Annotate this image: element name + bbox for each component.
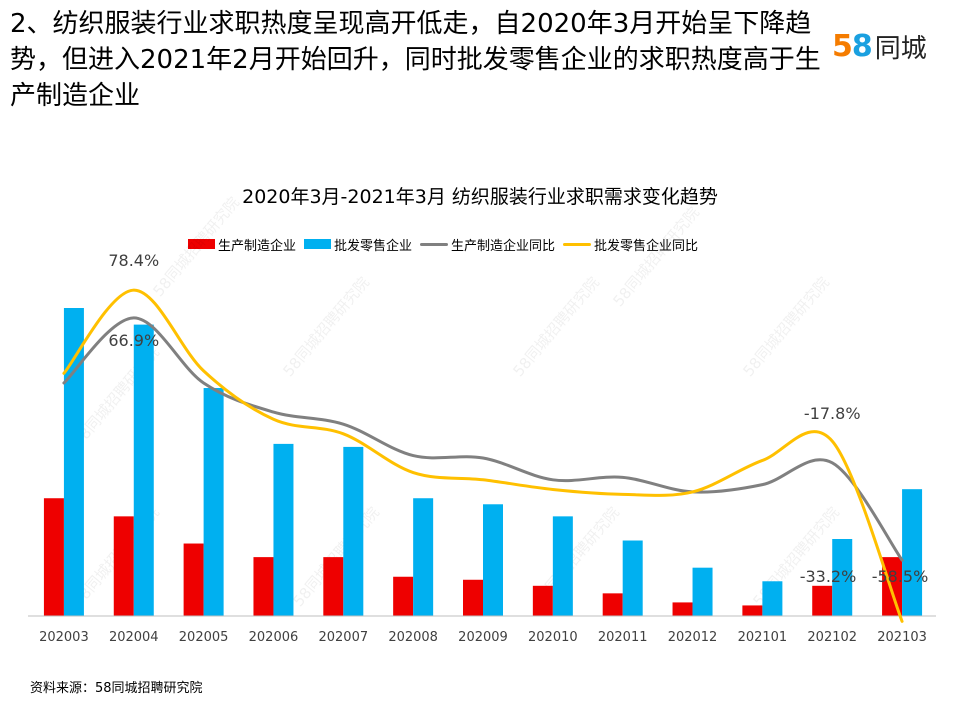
bar-manufacturing-202010	[532, 585, 553, 616]
legend-swatch-wholesale	[304, 239, 332, 249]
bar-manufacturing-202003	[43, 498, 64, 616]
data-label: -58.5%	[872, 567, 929, 586]
legend-item-manufacturing: 生产制造企业	[188, 235, 296, 254]
x-tick-label: 202011	[598, 630, 648, 645]
data-label-layer: 78.4% 66.9% -17.8% -33.2% -58.5%	[108, 251, 928, 586]
x-tick-label: 202007	[318, 630, 368, 645]
chart-title: 2020年3月-2021年3月 纺织服装行业求职需求变化趋势	[242, 186, 718, 208]
bar-manufacturing-202102	[812, 585, 833, 616]
x-tick-label: 202102	[807, 630, 857, 645]
bar-manufacturing-202007	[323, 557, 344, 616]
data-label: 66.9%	[108, 331, 159, 350]
x-tick-layer: 202003 202004 202005 202006 202007 202008 2020…	[39, 630, 927, 645]
bar-wholesale-202101	[762, 581, 783, 616]
bar-wholesale-202102	[832, 539, 853, 616]
legend-swatch-manufacturing	[188, 239, 215, 249]
data-label: 78.4%	[108, 251, 159, 270]
bar-wholesale-202007	[343, 446, 364, 616]
bar-manufacturing-202011	[602, 593, 623, 616]
data-label: -17.8%	[804, 404, 861, 423]
legend-label-manufacturing-yoy: 生产制造企业同比	[451, 238, 556, 254]
line-layer	[62, 288, 904, 623]
bar-wholesale-202010	[552, 516, 573, 616]
legend-label-wholesale-yoy: 批发零售企业同比	[594, 238, 699, 254]
bar-manufacturing-202103	[882, 557, 903, 616]
x-tick-label: 202009	[458, 630, 508, 645]
bar-manufacturing-202009	[463, 579, 483, 616]
watermark-text: 58同城招聘研究院	[149, 193, 243, 300]
logo-text: 同城	[874, 33, 927, 64]
bar-manufacturing-202012	[672, 602, 693, 616]
legend-swatch-manufacturing-yoy	[420, 242, 449, 246]
bar-wholesale-202011	[622, 540, 643, 616]
bar-wholesale-202003	[63, 308, 84, 616]
x-tick-label: 202003	[39, 630, 89, 645]
chart-legend: 生产制造企业 批发零售企业 生产制造企业同比 批发零售企业同比	[188, 235, 706, 254]
bar-wholesale-202103	[902, 489, 923, 616]
headline: 2、纺织服装行业求职热度呈现高开低走，自2020年3月开始呈下降趋势，但进入20…	[10, 9, 821, 111]
bar-wholesale-202009	[483, 504, 503, 616]
watermark-text: 58同城招聘研究院	[509, 273, 603, 380]
x-tick-label: 202006	[249, 630, 299, 645]
bar-manufacturing-202005	[183, 543, 204, 616]
x-tick-label: 202004	[109, 630, 159, 645]
bar-wholesale-202012	[692, 567, 713, 616]
line-manufacturing-yoy	[62, 316, 904, 562]
x-tick-label: 202012	[668, 630, 718, 645]
bar-manufacturing-202006	[253, 557, 274, 616]
bar-wholesale-202004	[133, 324, 154, 616]
58-logo: 58 同城	[832, 26, 927, 66]
line-wholesale-yoy	[62, 288, 904, 623]
legend-item-wholesale: 批发零售企业	[304, 235, 412, 254]
bar-wholesale-202005	[203, 388, 224, 616]
legend-item-wholesale-yoy: 批发零售企业同比	[563, 235, 698, 254]
data-label: -33.2%	[800, 567, 857, 586]
legend-label-manufacturing: 生产制造企业	[218, 238, 297, 254]
bar-wholesale-202006	[273, 443, 294, 616]
source-note: 资料来源：58同城招聘研究院	[30, 681, 203, 696]
x-tick-label: 202101	[738, 630, 788, 645]
x-tick-label: 202010	[528, 630, 578, 645]
x-tick-label: 202005	[179, 630, 229, 645]
bar-wholesale-202008	[413, 498, 434, 616]
logo-number: 58	[832, 28, 873, 64]
bar-manufacturing-202101	[742, 605, 763, 616]
watermark-text: 58同城招聘研究院	[279, 273, 373, 380]
x-tick-label: 202008	[388, 630, 438, 645]
legend-swatch-wholesale-yoy	[563, 242, 592, 246]
watermark-text: 58同城招聘研究院	[609, 203, 703, 310]
watermark-text: 58同城招聘研究院	[739, 273, 833, 380]
legend-label-wholesale: 批发零售企业	[334, 238, 413, 254]
bar-manufacturing-202004	[113, 516, 134, 616]
bar-layer	[43, 308, 923, 616]
legend-item-manufacturing-yoy: 生产制造企业同比	[420, 235, 555, 254]
bar-manufacturing-202008	[393, 576, 414, 616]
x-tick-label: 202103	[877, 630, 927, 645]
